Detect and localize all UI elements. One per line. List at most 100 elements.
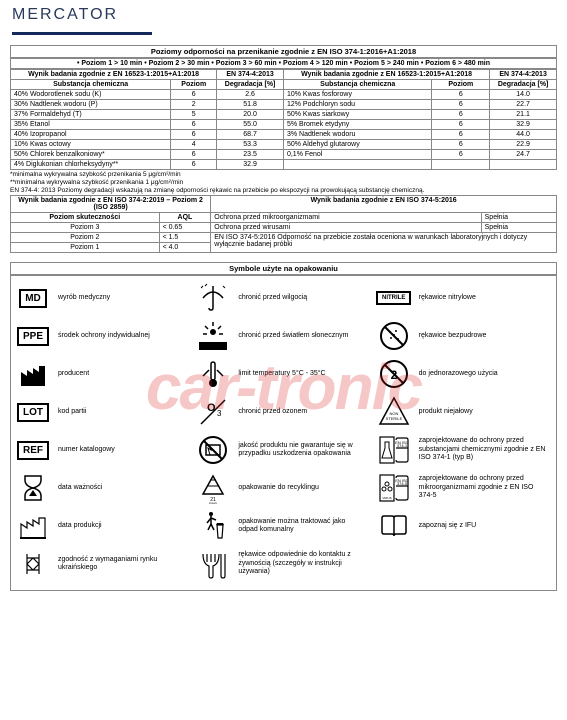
sym-text: produkt niejałowy [419, 408, 551, 416]
aql-th-skut: Poziom skuteczności [11, 213, 160, 223]
cell: 32.9 [490, 120, 557, 130]
powderfree-icon [377, 319, 411, 353]
svg-text:3: 3 [217, 409, 222, 418]
main-table-title: Poziomy odporności na przenikanie zgodni… [10, 45, 557, 58]
sym-text: rękawice bezpudrowe [419, 332, 551, 340]
cell: 50% Kwas siarkowy [283, 110, 432, 120]
cell: 6 [171, 120, 217, 130]
cell: 6 [432, 140, 490, 150]
footnote3: EN 374-4: 2013 Poziomy degradacji wskazu… [10, 187, 557, 194]
cell: Spełnia [481, 223, 556, 233]
cell: 14.0 [490, 90, 557, 100]
aql-note: EN ISO 374-5:2016 Odporność na przebicie… [211, 233, 557, 253]
sym-text: zaprojektowane do ochrony przed substanc… [419, 437, 551, 462]
sym-text: do jednorazowego użycia [419, 370, 551, 378]
th-lvl-l: Poziom [171, 80, 217, 90]
svg-text:STERILE: STERILE [385, 416, 402, 421]
nonsterile-icon: NONSTERILE [377, 395, 411, 429]
hourglass-icon [16, 471, 50, 505]
damaged-icon [196, 433, 230, 467]
sym-text: zgodność z wymaganiami rynku ukraińskieg… [58, 556, 190, 573]
sym-text: rękawice nitrylowe [419, 294, 551, 302]
resistance-table: Wynik badania zgodnie z EN 16523-1:2015+… [10, 69, 557, 170]
sym-text: jakość produktu nie gwarantuje się w prz… [238, 442, 370, 459]
th-en374-l: EN 374-4:2013 [217, 70, 284, 80]
level-caption: • Poziom 1 > 10 min • Poziom 2 > 30 min … [10, 58, 557, 69]
aql-left-header: Wynik badania zgodnie z EN ISO 374-2:201… [11, 196, 211, 213]
sym-text: środek ochrony indywidualnej [58, 332, 190, 340]
cell: 20.0 [217, 110, 284, 120]
svg-text:374-1: 374-1 [397, 443, 408, 448]
cell: Poziom 2 [11, 233, 160, 243]
cell: 12% Podchloryn sodu [283, 100, 432, 110]
food-icon [196, 547, 230, 581]
th-left-study: Wynik badania zgodnie z EN 16523-1:2015+… [11, 70, 217, 80]
cell: 4 [171, 140, 217, 150]
svg-text:PAP: PAP [209, 501, 217, 504]
cell: 44.0 [490, 130, 557, 140]
cell: 6 [432, 150, 490, 160]
cell: 21.1 [490, 110, 557, 120]
cell: 40% Izopropanol [11, 130, 171, 140]
cell: 23.5 [217, 150, 284, 160]
biohazard-icon: VIRUSEN ISO374-5 [377, 471, 411, 505]
svg-text:374-5: 374-5 [397, 481, 408, 486]
cell: 40% Wodorotlenek sodu (K) [11, 90, 171, 100]
footnote2: **minimalna wykrywalna szybkość przenika… [10, 179, 557, 186]
sym-text: opakowanie można traktować jako odpad ko… [238, 518, 370, 535]
umbrella-icon [196, 281, 230, 315]
svg-text:VIRUS: VIRUS [382, 496, 391, 500]
cell: 6 [171, 160, 217, 170]
brand-underline [12, 32, 152, 35]
cell: 6 [171, 90, 217, 100]
cell: 30% Nadtlenek wodoru (P) [11, 100, 171, 110]
brand-logo: MERCATOR [0, 0, 567, 30]
th-deg-r: Degradacja [%] [490, 80, 557, 90]
cell: 10% Kwas fosforowy [283, 90, 432, 100]
cell: 22.7 [490, 100, 557, 110]
cell: 50% Chlorek benzalkoniowy* [11, 150, 171, 160]
th-deg-l: Degradacja [%] [217, 80, 284, 90]
th-sub-r: Substancja chemiczna [283, 80, 432, 90]
sym-text: opakowanie do recyklingu [238, 484, 370, 492]
cell: Ochrona przed mikroorganizmami [211, 213, 481, 223]
cell: 6 [432, 110, 490, 120]
sym-text: rękawice odpowiednie do kontaktu z żywno… [238, 551, 370, 576]
cell: 3% Nadtlenek wodoru [283, 130, 432, 140]
sym-text: kod partii [58, 408, 190, 416]
cell: 5% Bromek etydyny [283, 120, 432, 130]
cell: 10% Kwas octowy [11, 140, 171, 150]
cell: Spełnia [481, 213, 556, 223]
thermometer-icon [196, 357, 230, 391]
cell: 53.3 [217, 140, 284, 150]
cell: Poziom 3 [11, 223, 160, 233]
aql-th-aql: AQL [159, 213, 211, 223]
cell: < 0.65 [159, 223, 211, 233]
cell: 2 [171, 100, 217, 110]
sym-text: zaprojektowane do ochrony przed mikroorg… [419, 475, 551, 500]
cell: 50% Aldehyd glutarowy [283, 140, 432, 150]
ukraine-icon [16, 547, 50, 581]
cell: Ochrona przed wirusami [211, 223, 481, 233]
cell: 37% Formaldehyd (T) [11, 110, 171, 120]
bin-icon [196, 509, 230, 543]
sym-text: wyrób medyczny [58, 294, 190, 302]
sym-text: chronić przed wilgocią [238, 294, 370, 302]
cell: 6 [171, 150, 217, 160]
cell: 6 [432, 90, 490, 100]
cell: 55.0 [217, 120, 284, 130]
nitrile-icon: NITRILE [377, 281, 411, 315]
sym-text: numer katalogowy [58, 446, 190, 454]
th-en374-r: EN 374-4:2013 [490, 70, 557, 80]
cell: 35% Etanol [11, 120, 171, 130]
sym-text: data produkcji [58, 522, 190, 530]
factory-icon [16, 357, 50, 391]
th-right-study: Wynik badania zgodnie z EN 16523-1:2015+… [283, 70, 489, 80]
ozone-icon: O3 [196, 395, 230, 429]
chemtype-icon: EN ISO374-1 [377, 433, 411, 467]
footnote1: *minimalna wykrywalna szybkość przenikan… [10, 171, 557, 178]
cell: 6 [171, 130, 217, 140]
aql-table: Wynik badania zgodnie z EN ISO 374-2:201… [10, 195, 557, 253]
recycle-icon: 21PAP [196, 471, 230, 505]
cell: 5 [171, 110, 217, 120]
